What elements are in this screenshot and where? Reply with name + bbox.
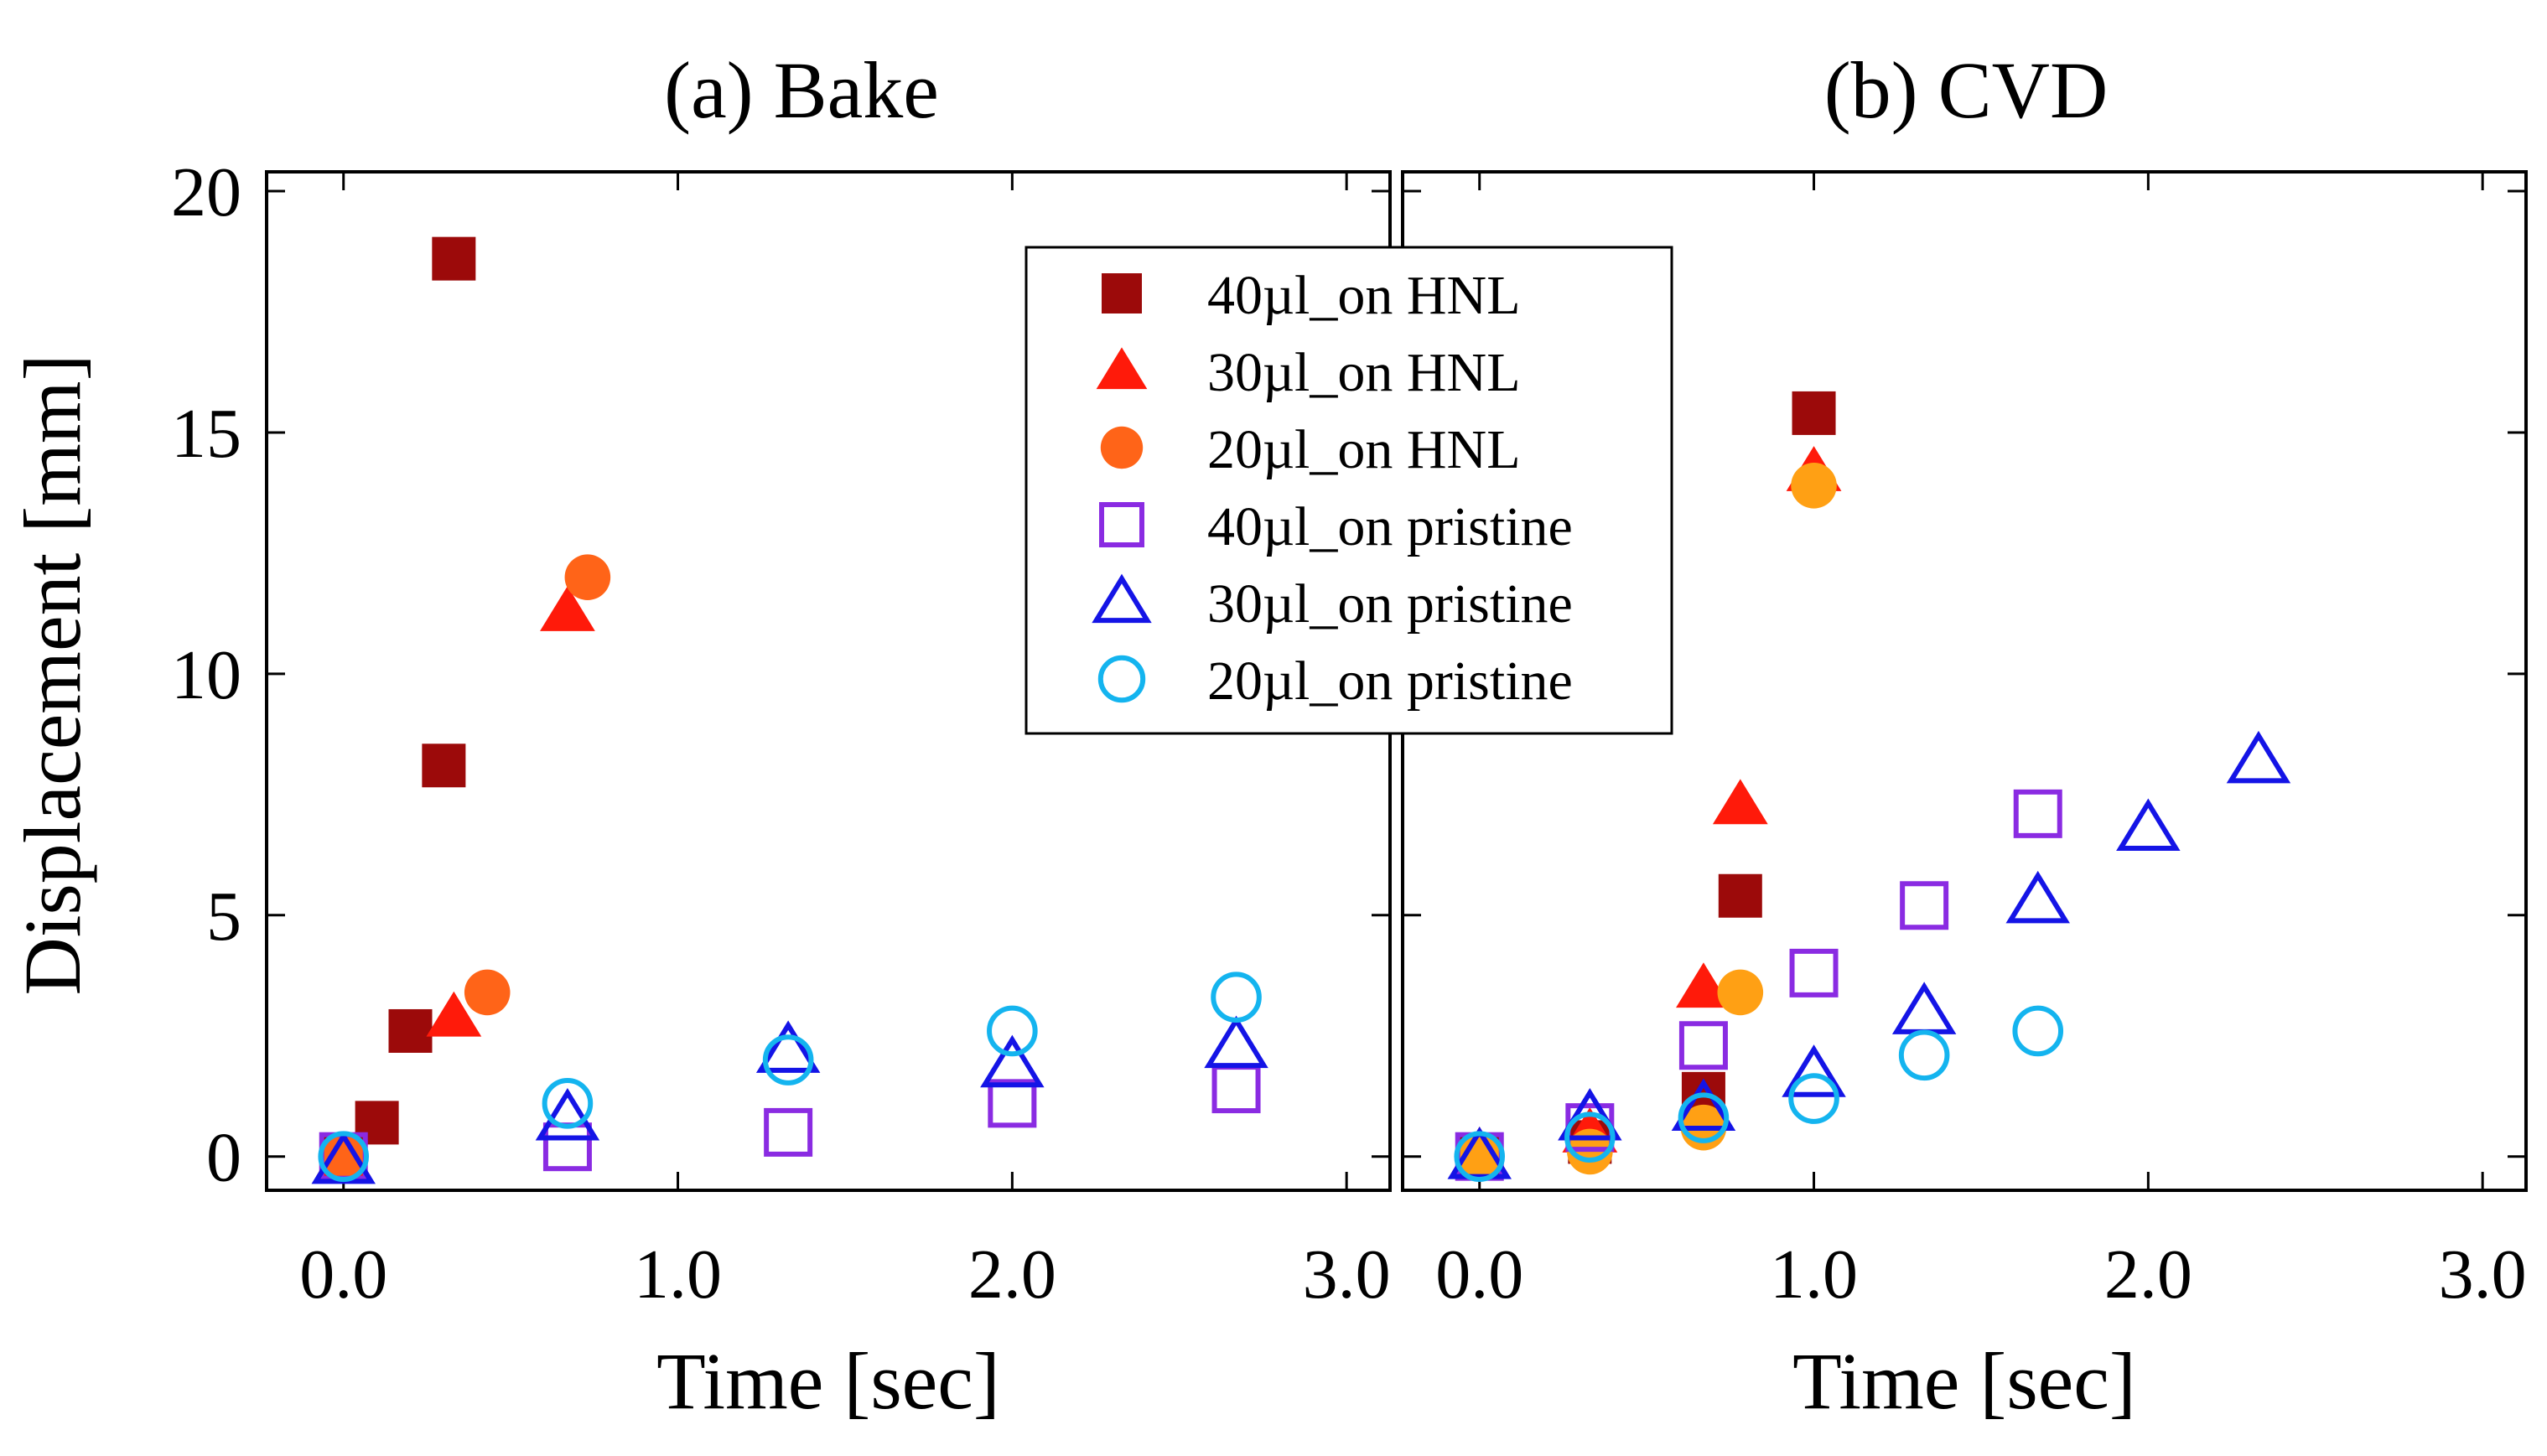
data-point: [564, 554, 611, 600]
x-tick-label: 2.0: [2104, 1236, 2192, 1314]
tick-labels-cvd: 0.0 1.0 2.0 3.0: [1435, 1236, 2526, 1314]
legend-label: 40µl_on HNL: [1207, 265, 1521, 326]
data-point: [1564, 1111, 1616, 1163]
data-point: [1718, 873, 1762, 918]
marks-bake: [311, 236, 1268, 1184]
data-point: [2012, 1005, 2064, 1057]
data-point: [388, 1008, 433, 1053]
x-tick-label: 0.0: [1435, 1236, 1523, 1314]
data-point: [1204, 1015, 1268, 1069]
x-axis-label-cvd: Time [sec]: [1792, 1336, 2136, 1426]
x-tick-label: 3.0: [1303, 1236, 1391, 1314]
legend-label: 40µl_on pristine: [1207, 496, 1573, 557]
data-point: [318, 1131, 370, 1182]
x-tick-label: 3.0: [2439, 1236, 2527, 1314]
panel-cvd: (b) CVD 0.0 1.0 2.0 3.0 Time [sec]: [1401, 45, 2528, 1426]
legend-label: 20µl_on HNL: [1207, 419, 1521, 480]
data-point: [764, 1107, 813, 1157]
legend-marker: [1092, 573, 1152, 624]
data-point: [1791, 462, 1837, 509]
data-point: [1454, 1131, 1506, 1182]
data-point: [2226, 730, 2291, 784]
y-tick-label: 10: [171, 636, 241, 714]
data-point: [432, 236, 476, 281]
legend-marker: [1100, 426, 1144, 469]
data-point: [540, 586, 595, 631]
data-point: [1447, 1127, 1512, 1179]
data-point: [426, 991, 482, 1037]
data-point: [988, 1079, 1037, 1128]
tick-labels-bake: 0.0 1.0 2.0 3.0 0 5 10 15 20: [171, 153, 1391, 1314]
x-axis-label-bake: Time [sec]: [656, 1336, 1000, 1426]
data-point: [980, 1034, 1045, 1088]
x-tick-label: 0.0: [299, 1236, 387, 1314]
data-point: [422, 744, 466, 788]
data-point: [1712, 779, 1768, 825]
data-point: [542, 1122, 592, 1172]
legend-label: 30µl_on pristine: [1207, 573, 1573, 635]
data-point: [1676, 962, 1731, 1008]
panel-title-bake: (a) Bake: [664, 45, 939, 135]
data-point: [535, 1087, 600, 1141]
data-point: [464, 969, 511, 1016]
legend-marker: [1096, 347, 1148, 390]
data-point: [1717, 969, 1764, 1016]
data-point: [1788, 1073, 1839, 1124]
legend: 40µl_on HNL 30µl_on HNL 20µl_on HNL 40µl_on…: [1025, 246, 1673, 735]
legend-marker: [1097, 655, 1146, 703]
data-point: [1678, 1092, 1730, 1143]
data-point: [1211, 972, 1262, 1023]
data-point: [755, 1020, 821, 1073]
legend-box: [1025, 246, 1673, 735]
y-tick-label: 20: [171, 153, 241, 231]
x-tick-label: 2.0: [968, 1236, 1056, 1314]
data-point: [762, 1034, 814, 1086]
ticks-cvd: [1403, 172, 2526, 1190]
x-tick-label: 1.0: [1770, 1236, 1858, 1314]
data-point: [1782, 1044, 1846, 1097]
data-point: [1900, 881, 1949, 930]
data-point: [542, 1078, 594, 1129]
data-point: [1891, 982, 1957, 1034]
y-tick-label: 5: [206, 878, 241, 956]
data-point: [1456, 1133, 1503, 1179]
legend-label: 20µl_on pristine: [1207, 650, 1573, 712]
panel-title-cvd: (b) CVD: [1824, 45, 2109, 135]
x-tick-label: 1.0: [634, 1236, 722, 1314]
data-point: [1671, 1078, 1736, 1132]
data-point: [355, 1101, 399, 1145]
data-point: [1792, 391, 1836, 435]
data-point: [2013, 789, 2062, 838]
y-tick-label: 15: [171, 395, 241, 473]
data-point: [1898, 1029, 1950, 1081]
data-point: [1678, 1021, 1728, 1070]
y-axis-label: Displacement [mm]: [8, 354, 97, 995]
data-point: [1558, 1087, 1622, 1141]
y-tick-label: 0: [206, 1119, 241, 1197]
data-point: [320, 1133, 367, 1179]
legend-marker: [1102, 273, 1142, 313]
legend-label: 30µl_on HNL: [1207, 342, 1521, 403]
panel-bake: (a) Bake 0.0 1.0 2.0 3.0 0 5 10 15 20 Time [sec]: [171, 45, 1392, 1426]
data-point: [987, 1005, 1038, 1057]
legend-marker: [1099, 502, 1144, 547]
data-point: [1789, 948, 1839, 997]
data-point: [2005, 870, 2070, 924]
data-point: [1211, 1065, 1261, 1114]
marks-cvd: [1447, 391, 2291, 1182]
data-point: [2116, 798, 2181, 852]
